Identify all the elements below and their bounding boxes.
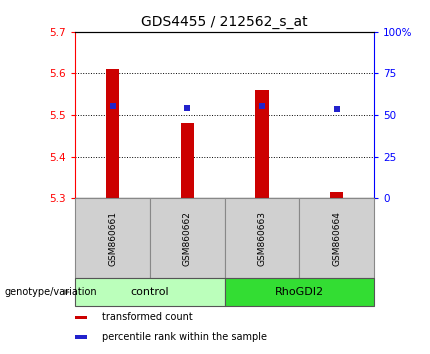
Text: GSM860663: GSM860663 <box>258 211 267 266</box>
Text: GSM860664: GSM860664 <box>332 211 341 266</box>
Text: transformed count: transformed count <box>102 312 193 322</box>
Bar <box>75 315 87 319</box>
Text: percentile rank within the sample: percentile rank within the sample <box>102 332 267 342</box>
Bar <box>75 278 224 306</box>
Bar <box>75 198 150 278</box>
Bar <box>224 198 299 278</box>
Bar <box>224 278 374 306</box>
Bar <box>106 69 120 198</box>
Bar <box>150 198 224 278</box>
Bar <box>75 336 87 339</box>
Title: GDS4455 / 212562_s_at: GDS4455 / 212562_s_at <box>141 16 308 29</box>
Bar <box>330 192 344 198</box>
Text: GSM860662: GSM860662 <box>183 211 192 266</box>
Bar <box>181 123 194 198</box>
Text: control: control <box>131 287 169 297</box>
Text: RhoGDI2: RhoGDI2 <box>275 287 324 297</box>
Text: GSM860661: GSM860661 <box>108 211 117 266</box>
Bar <box>299 198 374 278</box>
Text: genotype/variation: genotype/variation <box>4 287 97 297</box>
Bar <box>255 90 269 198</box>
